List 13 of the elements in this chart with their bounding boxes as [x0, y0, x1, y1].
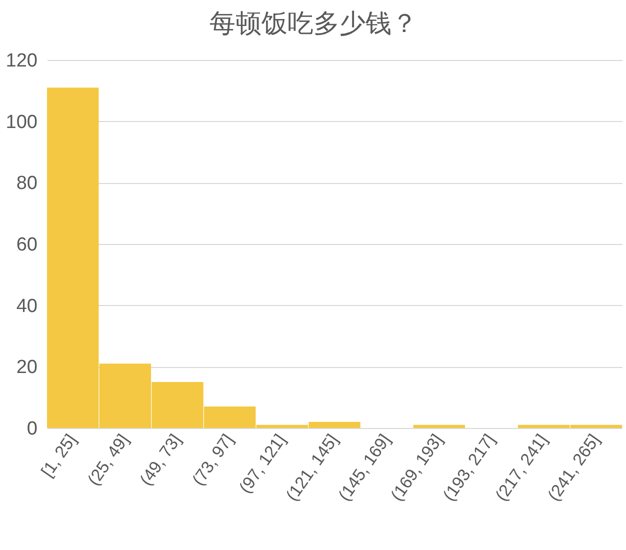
x-tick-label: (25, 49]: [84, 430, 133, 489]
y-tick-label: 100: [6, 112, 38, 133]
y-tick-label: 80: [16, 173, 38, 194]
bar: [413, 424, 466, 428]
y-tick-label: 0: [26, 418, 38, 440]
y-tick-label: 60: [16, 234, 38, 256]
y-tick-label: 120: [6, 50, 38, 72]
y-tick-label: 20: [16, 357, 38, 378]
chart-title: 每顿饭吃多少钱？: [210, 8, 418, 38]
x-tick-label: [1, 25]: [38, 430, 80, 480]
x-tick-label: (49, 73]: [136, 430, 185, 489]
x-tick-label: (73, 97]: [188, 430, 238, 489]
y-tick-label: 40: [16, 296, 38, 317]
